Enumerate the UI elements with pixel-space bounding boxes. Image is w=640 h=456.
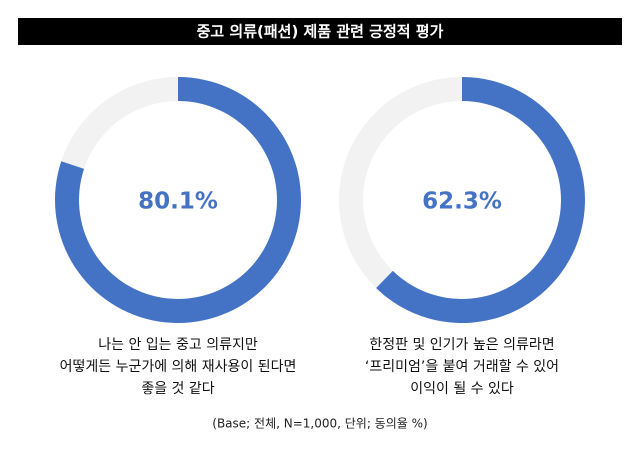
value-label: 80.1% bbox=[138, 189, 218, 215]
caption-line: ‘프리미엄’을 붙여 거래할 수 있어 bbox=[365, 359, 559, 375]
caption-line: 한정판 및 인기가 높은 의류라면 bbox=[369, 337, 554, 353]
note: (Base; 전체, N=1,000, 단위; 동의율 %) bbox=[212, 417, 427, 431]
caption-line: 나는 안 입는 중고 의류지만 bbox=[98, 337, 258, 353]
donut-arc bbox=[376, 77, 585, 323]
caption-line: 이익이 될 수 있다 bbox=[410, 381, 514, 397]
value-label: 62.3% bbox=[422, 189, 502, 215]
title-bar bbox=[18, 18, 622, 45]
caption-line: 어떻게든 누군가에 의해 재사용이 된다면 bbox=[60, 359, 297, 375]
title: 중고 의류(패션) 제품 관련 긍정적 평가 bbox=[197, 23, 444, 41]
caption-line: 좋을 것 같다 bbox=[141, 381, 214, 397]
